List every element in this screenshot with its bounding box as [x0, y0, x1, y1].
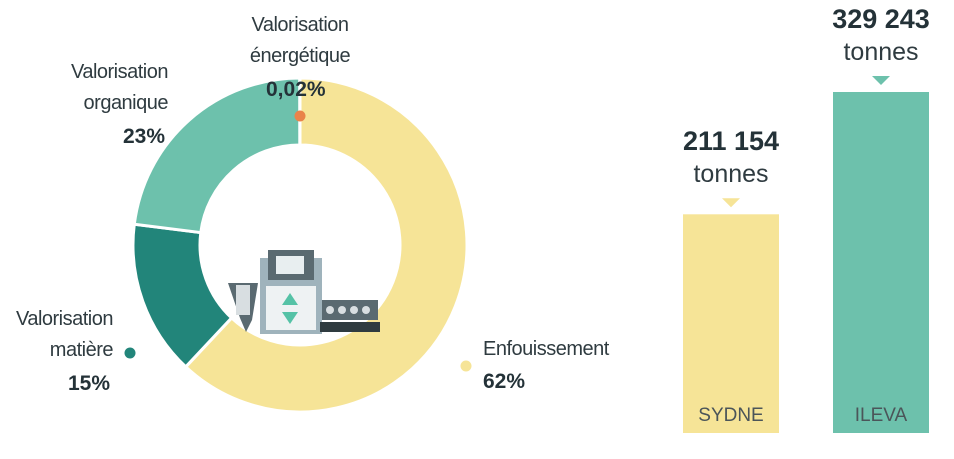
slice-label: Valorisation organique — [40, 57, 168, 119]
bar — [833, 92, 929, 433]
bar-unit: tonnes — [801, 38, 954, 67]
infographic: SYDNE ILEVA Enfouissement 62% Valorisation … — [0, 0, 954, 459]
label-dot — [295, 111, 306, 122]
slice-value: 0,02% — [266, 78, 326, 102]
pointer — [872, 76, 890, 85]
slice-label: Valorisation matière — [0, 304, 113, 366]
label-dot — [177, 152, 188, 163]
bar — [683, 214, 779, 433]
label-dot — [461, 361, 472, 372]
slice-label: Enfouissement — [483, 334, 623, 365]
bar-value-label: 211 154 — [651, 126, 811, 157]
slice-value: 62% — [483, 370, 525, 394]
bar-value-label: 329 243 — [801, 4, 954, 35]
bar-unit: tonnes — [651, 160, 811, 189]
pointer — [722, 198, 740, 207]
donut — [133, 78, 467, 412]
slice-value: 15% — [68, 372, 110, 396]
bar-category: ILEVA — [855, 405, 908, 426]
slice-label: Valorisation énergétique — [230, 10, 370, 72]
label-dot — [125, 348, 136, 359]
bar-category: SYDNE — [698, 405, 763, 426]
slice-value: 23% — [123, 125, 165, 149]
recycling-icon — [228, 250, 380, 334]
